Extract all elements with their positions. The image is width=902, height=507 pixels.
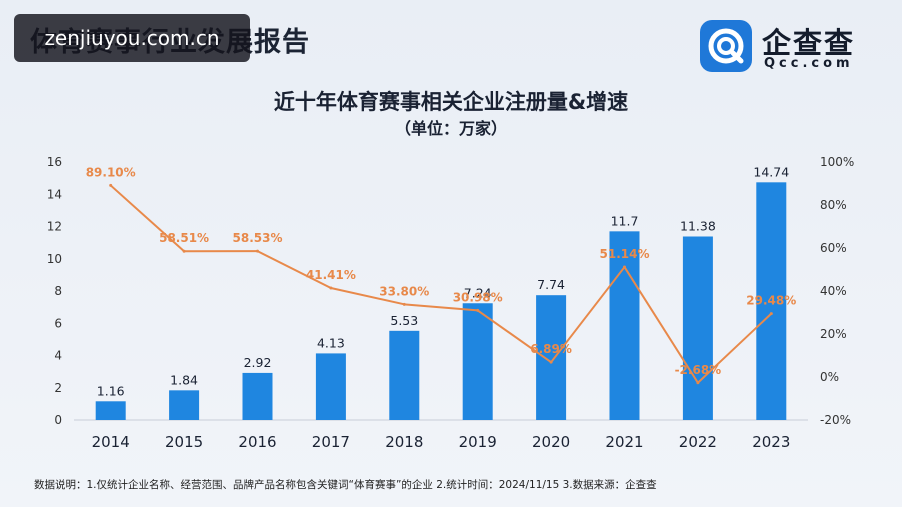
bar-value-label: 2.92 [244,355,272,370]
y-right-tick-label: 60% [820,241,847,255]
y-left-tick-label: 14 [47,187,62,201]
growth-point-2015 [182,249,186,253]
bar-2023 [756,182,787,420]
bar-2015 [169,390,200,420]
bar-value-label: 7.24 [464,285,492,300]
bar-value-label: 11.7 [611,213,639,228]
y-right-tick-label: 40% [820,284,847,298]
growth-point-2021 [623,265,626,269]
bar-2022 [682,236,713,420]
chart-subtitle: （单位：万家） [394,119,507,138]
growth-rate-label: 30.98% [453,290,503,304]
growth-point-2019 [476,308,480,312]
y-right-tick-label: -20% [820,413,851,427]
bar-value-label: 1.84 [170,372,198,387]
y-left-tick-label: 16 [47,155,62,169]
y-left-tick-label: 0 [54,413,62,427]
bar-2018 [389,330,420,420]
bar-value-label: 4.13 [317,335,345,350]
growth-rate-label: 58.51% [159,231,209,245]
y-right-tick-label: 100% [820,155,854,169]
x-tick-label: 2023 [752,433,790,451]
growth-point-2020 [549,360,553,364]
x-tick-label: 2021 [605,433,643,451]
growth-point-2014 [109,183,113,187]
bar-value-label: 7.74 [537,277,565,292]
bar-2014 [95,401,126,420]
growth-rate-label: 51.14% [600,247,650,261]
x-tick-label: 2019 [459,433,497,451]
growth-point-2022 [696,381,700,385]
chart-title: 近十年体育赛事相关企业注册量&增速 [273,90,629,114]
x-tick-label: 2015 [165,433,203,451]
growth-point-2023 [769,312,773,316]
data-footnote: 数据说明：1.仅统计企业名称、经营范围、品牌产品名称包含关键词“体育赛事”的企业… [34,479,657,491]
y-left-tick-label: 12 [47,220,62,234]
x-tick-label: 2014 [92,433,130,451]
bar-2016 [242,372,273,420]
y-right-tick-label: 20% [820,327,847,341]
qcc-logo: 企查查 Qcc.com [700,20,880,72]
bar-2019 [462,303,493,420]
y-left-tick-label: 6 [54,316,62,330]
bar-value-label: 14.74 [753,164,789,179]
growth-rate-label: 41.41% [306,268,356,282]
y-left-tick-label: 2 [54,381,62,395]
y-left-tick-label: 8 [54,284,62,298]
growth-point-2017 [329,286,333,290]
y-left-tick-label: 10 [47,252,62,266]
growth-rate-label: 89.10% [86,165,136,179]
x-tick-label: 2022 [679,433,717,451]
logo-name: 企查查 [762,26,856,60]
bar-2017 [315,353,346,420]
y-right-tick-label: 0% [820,370,839,384]
qcc-logo-icon [700,20,752,72]
x-tick-label: 2017 [312,433,350,451]
watermark-overlay: zenjiuyou.com.cn [14,14,250,62]
growth-point-2016 [256,249,259,253]
growth-point-2018 [402,302,406,306]
growth-rate-label: 29.48% [746,294,796,308]
bar-value-label: 5.53 [390,313,418,328]
bar-value-label: 1.16 [97,383,125,398]
logo-domain: Qcc.com [764,56,854,71]
bar-2021 [609,231,640,420]
x-tick-label: 2020 [532,433,570,451]
growth-rate-label: 6.89% [530,342,572,356]
growth-rate-line [110,184,772,384]
growth-rate-label: 33.80% [379,284,429,298]
bar-value-label: 11.38 [680,218,716,233]
y-right-tick-label: 80% [820,198,847,212]
y-left-tick-label: 4 [54,349,62,363]
bar-2020 [536,295,567,420]
growth-rate-label: 58.53% [233,231,283,245]
x-tick-label: 2016 [238,433,276,451]
x-tick-label: 2018 [385,433,423,451]
growth-rate-label: -2.68% [675,363,722,377]
